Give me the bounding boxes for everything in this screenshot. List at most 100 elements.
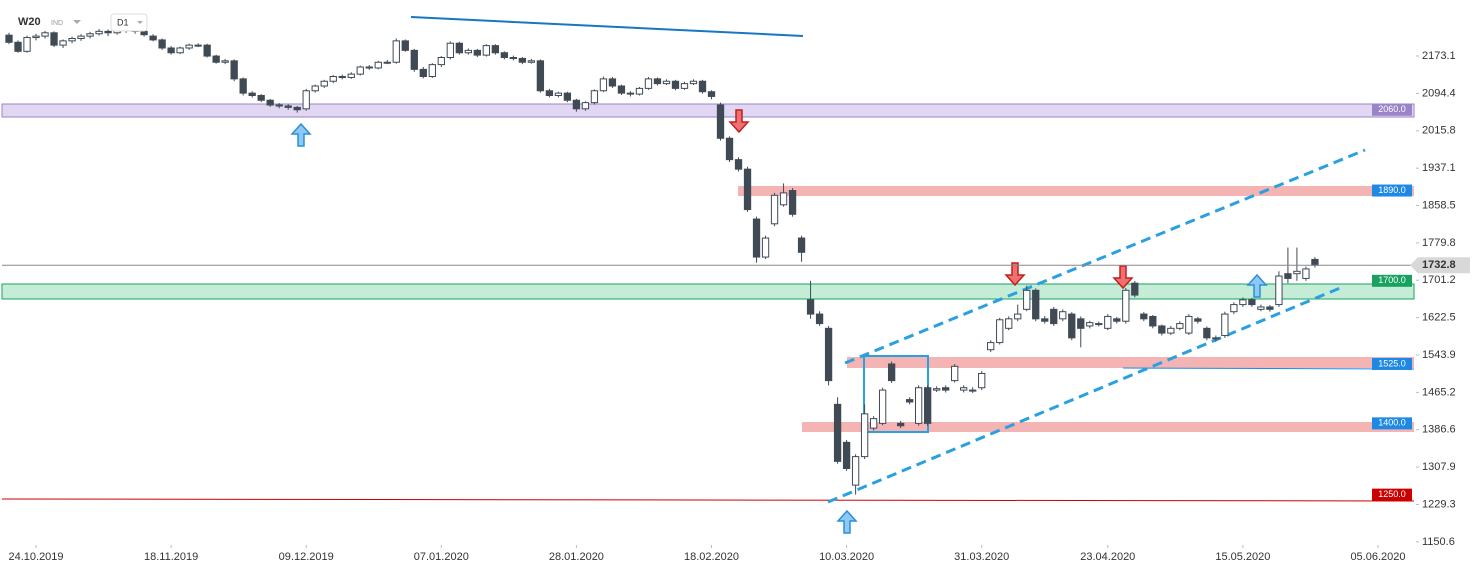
candle-body (167, 47, 175, 54)
candle-body (996, 319, 1004, 344)
zone-band (802, 422, 1414, 432)
candle-body (239, 78, 247, 94)
candle-body (671, 80, 680, 89)
candle-body (95, 30, 103, 35)
candle-body (482, 45, 490, 56)
candle-body (176, 47, 184, 54)
candle-body (878, 389, 887, 424)
level-label-box (1372, 274, 1412, 287)
candle-body (320, 80, 328, 87)
candle-body (1023, 289, 1031, 310)
candle-body (1203, 327, 1211, 339)
dropdown-icon[interactable] (73, 20, 81, 24)
candle-body (1050, 308, 1058, 325)
candle-body (1311, 258, 1319, 266)
candle-body (933, 388, 941, 391)
candle-body (644, 78, 653, 89)
candle-body (149, 35, 157, 41)
y-tick-label: 2015.8 (1422, 125, 1456, 137)
candle-body (1086, 322, 1094, 327)
candle-body (978, 372, 986, 389)
candle-body (1257, 306, 1265, 310)
candle-body (1131, 282, 1139, 296)
candle-body (662, 80, 671, 85)
channel-line (844, 148, 1366, 365)
candle-body (59, 40, 67, 46)
candle-body (770, 194, 779, 225)
candle-body (50, 32, 58, 46)
timeframe-select[interactable] (110, 13, 148, 32)
level-label: 1400.0 (1378, 418, 1406, 428)
candle-body (905, 399, 914, 403)
candle-body (302, 90, 310, 110)
candle-body (446, 42, 454, 58)
candle-body (554, 92, 563, 97)
y-tick-label: 1701.2 (1422, 274, 1456, 286)
candle-body (942, 387, 950, 391)
candle-body (951, 365, 959, 382)
candle-body (428, 64, 436, 77)
candle-body (1284, 273, 1292, 279)
candle-body (1068, 313, 1076, 339)
candle-body (248, 92, 256, 97)
candle-body (1167, 327, 1175, 334)
candle-body (257, 95, 265, 101)
candle-body (104, 30, 112, 34)
candle-body (41, 32, 49, 37)
timeframe: D1 (117, 17, 129, 27)
candle-body (626, 92, 635, 95)
candle-body (851, 456, 860, 486)
zone-band (847, 357, 1414, 368)
candle-body (725, 137, 734, 161)
candle-body (401, 40, 409, 51)
candle-body (266, 99, 274, 106)
x-tick-label: 18.11.2019 (144, 551, 198, 563)
candle-body (419, 68, 427, 77)
x-tick-label: 18.02.2020 (684, 551, 739, 563)
y-tick-label: 1622.5 (1422, 312, 1456, 324)
candle-body (761, 237, 770, 258)
candle-body (716, 104, 725, 139)
candle-body (32, 35, 40, 39)
candle-body (1212, 337, 1220, 340)
candle-body (1158, 325, 1166, 334)
candle-body (1104, 315, 1112, 329)
candle-body (1221, 313, 1229, 336)
candle-body (969, 389, 977, 392)
zone-band (1, 283, 1415, 300)
candle-body (617, 85, 626, 94)
x-tick-label: 31.03.2020 (954, 551, 1009, 563)
candle-body (707, 91, 716, 97)
candle-body (698, 80, 707, 93)
candle-body (14, 41, 22, 52)
candle-body (338, 75, 346, 78)
last-price-box (1410, 257, 1470, 274)
candle-body (987, 342, 995, 351)
dropdown-icon (137, 21, 143, 24)
y-tick-label: 1229.3 (1422, 498, 1456, 510)
candle-body (815, 313, 824, 325)
candle-body (1059, 311, 1067, 320)
candle-body (68, 37, 76, 42)
symbol: W20 (18, 16, 41, 28)
candle-body (635, 87, 644, 95)
candle-body (563, 92, 572, 101)
x-tick-label: 23.04.2020 (1080, 551, 1135, 563)
candle-body (887, 363, 896, 382)
level-label-box (1372, 357, 1412, 370)
candle-body (1113, 318, 1121, 322)
level-label: 1890.0 (1378, 185, 1406, 195)
candle-body (924, 387, 932, 424)
candle-body (194, 44, 202, 47)
level-label-box (1372, 417, 1412, 430)
y-tick-label: 1386.6 (1422, 424, 1456, 436)
trend-line (1, 498, 1415, 502)
candle-body (1239, 299, 1247, 306)
candle-body (284, 105, 292, 108)
candle-body (536, 60, 545, 92)
candle-body (221, 60, 229, 63)
x-tick-label: 15.05.2020 (1215, 551, 1270, 563)
candle-body (185, 44, 193, 49)
candle-body (1122, 289, 1130, 322)
candle-body (545, 90, 554, 97)
